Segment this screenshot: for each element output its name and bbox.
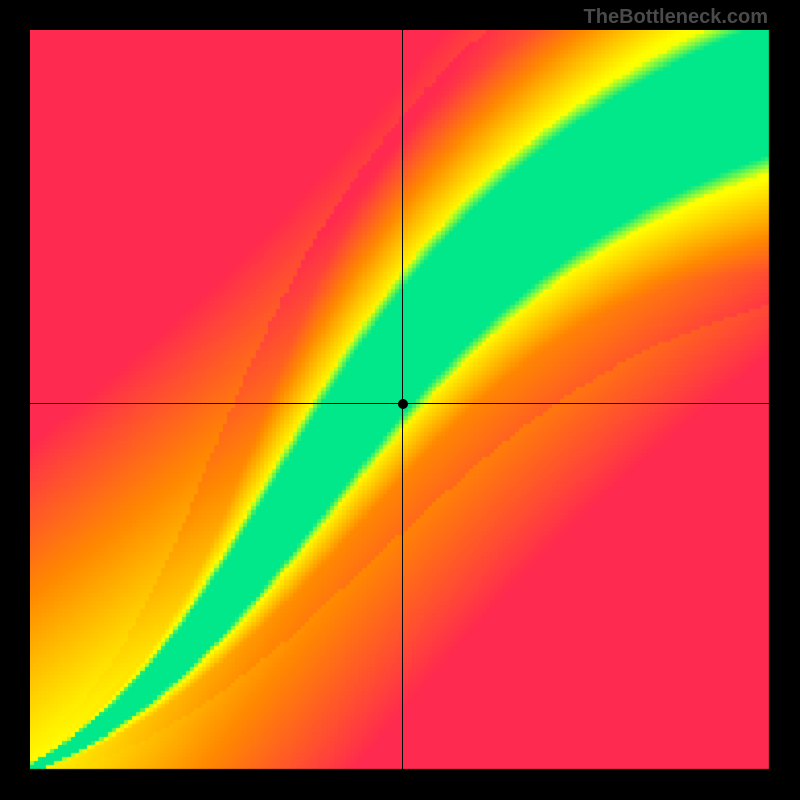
chart-container: TheBottleneck.com: [0, 0, 800, 800]
watermark-text: TheBottleneck.com: [584, 6, 768, 29]
plot-area: [30, 30, 770, 770]
marker-dot: [398, 399, 408, 409]
